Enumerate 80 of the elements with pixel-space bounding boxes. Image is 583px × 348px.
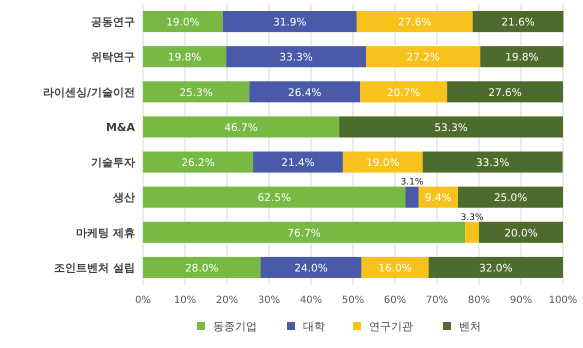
bar	[360, 81, 448, 102]
bar	[342, 152, 423, 173]
y-tick-label: M&A	[106, 120, 136, 134]
legend-label: 벤처	[459, 320, 481, 333]
x-tick-label: 20%	[216, 295, 238, 306]
bar	[143, 116, 340, 138]
data-label: 62.5%	[258, 192, 291, 204]
y-tick-label: 생산	[112, 191, 135, 204]
bar	[422, 152, 563, 173]
data-label: 21.6%	[501, 16, 535, 29]
data-label: 9.4%	[424, 192, 452, 204]
data-label: 19.0%	[166, 16, 200, 29]
data-label: 19.0%	[366, 157, 400, 170]
data-label: 21.4%	[281, 157, 315, 170]
bar	[143, 222, 466, 243]
bar	[226, 46, 366, 68]
y-tick-label: 조인트벤처 설립	[54, 261, 135, 274]
bar	[249, 81, 360, 102]
x-tick-label: 90%	[510, 295, 532, 306]
x-tick-label: 60%	[384, 295, 406, 306]
bar	[339, 116, 563, 138]
x-tick-label: 30%	[258, 295, 280, 306]
data-label: 19.8%	[505, 52, 539, 64]
bar	[479, 222, 563, 243]
bar	[447, 81, 563, 102]
y-tick-label: 마케팅 제휴	[76, 226, 135, 240]
y-tick-label: 위탁연구	[91, 50, 135, 64]
data-label: 26.2%	[181, 157, 215, 170]
bar	[361, 256, 429, 278]
x-tick-label: 10%	[174, 295, 196, 306]
bar	[428, 256, 563, 278]
x-tick-label: 70%	[426, 295, 448, 306]
bar	[472, 11, 564, 32]
data-label: 25.3%	[179, 86, 213, 99]
data-label: 31.9%	[273, 16, 306, 29]
bar	[356, 11, 473, 32]
data-label: 25.0%	[494, 192, 528, 204]
legend-label: 동종기업	[213, 320, 257, 333]
legend-label: 연구기관	[369, 320, 413, 333]
data-label: 3.3%	[460, 212, 484, 223]
y-tick-label: 라이센싱/기술이전	[42, 86, 135, 99]
data-label: 3.1%	[400, 178, 424, 188]
data-label: 53.3%	[434, 122, 468, 134]
bar	[143, 256, 261, 278]
data-label: 28.0%	[185, 262, 218, 274]
data-label: 20.7%	[386, 86, 420, 99]
bar	[143, 81, 250, 102]
legend-label: 대학	[303, 320, 325, 333]
bar	[143, 186, 406, 208]
data-label: 16.0%	[378, 262, 412, 274]
data-label: 27.2%	[406, 52, 440, 64]
x-tick-label: 80%	[468, 295, 490, 306]
bar	[260, 256, 362, 278]
x-tick-label: 100%	[548, 295, 578, 306]
data-label: 33.3%	[476, 157, 510, 170]
data-label: 32.0%	[479, 262, 512, 274]
x-tick-label: 40%	[300, 295, 322, 306]
y-tick-label: 공동연구	[91, 16, 135, 29]
data-label: 24.0%	[294, 262, 328, 274]
bar	[143, 11, 223, 32]
data-label: 46.7%	[224, 122, 258, 134]
data-label: 33.3%	[279, 52, 313, 64]
data-label: 27.6%	[488, 86, 522, 99]
y-tick-label: 기술투자	[91, 156, 135, 170]
bar	[458, 186, 563, 208]
x-tick-label: 0%	[135, 295, 151, 306]
bar	[222, 11, 357, 32]
bar	[480, 46, 564, 68]
bar	[253, 152, 343, 173]
bar	[143, 46, 226, 68]
data-label: 19.8%	[168, 52, 202, 64]
data-label: 76.7%	[287, 227, 321, 240]
data-label: 27.6%	[398, 16, 432, 29]
data-label: 20.0%	[504, 227, 538, 240]
bar	[406, 186, 419, 208]
data-label: 26.4%	[288, 86, 322, 99]
x-tick-label: 50%	[342, 295, 364, 306]
bar	[465, 222, 479, 243]
bar	[143, 152, 254, 173]
bar	[366, 46, 480, 68]
